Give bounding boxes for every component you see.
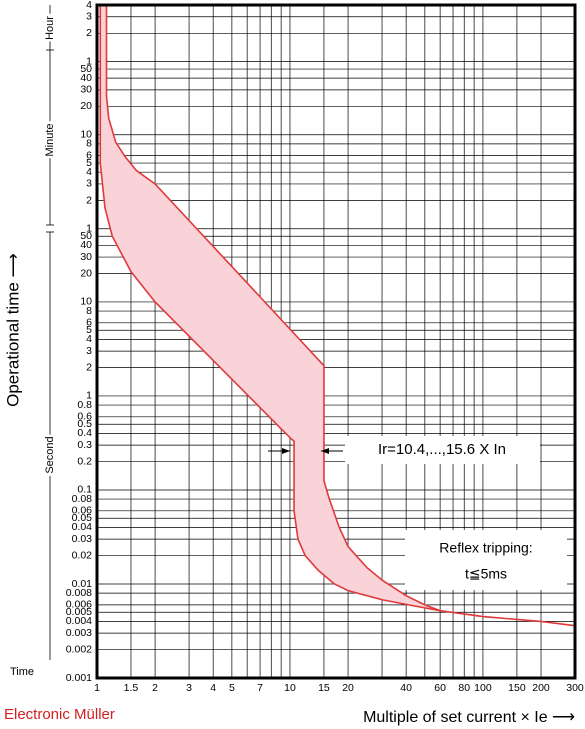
y-tick-label: 5 bbox=[86, 324, 92, 336]
y-tick-label: 50 bbox=[80, 63, 92, 75]
annotation-box bbox=[345, 436, 540, 464]
y-tick-label: 1 bbox=[86, 223, 92, 235]
x-tick-label: 200 bbox=[532, 682, 550, 694]
y-tick-label: 40 bbox=[80, 239, 92, 251]
y-tick-label: 30 bbox=[80, 251, 92, 263]
y-tick-label: 0.01 bbox=[72, 578, 93, 590]
arrowhead bbox=[282, 448, 290, 454]
grid bbox=[96, 4, 576, 679]
x-tick-label: 150 bbox=[508, 682, 526, 694]
y-tick-label: 40 bbox=[80, 72, 92, 84]
y-tick-label: 0.008 bbox=[66, 587, 92, 599]
curve bbox=[105, 5, 576, 627]
y-tick-label: 6 bbox=[86, 317, 92, 329]
y-tick-label: 0.001 bbox=[66, 672, 92, 684]
x-tick-label: 1 bbox=[94, 682, 100, 694]
y-tick-label: 8 bbox=[86, 138, 92, 150]
x-tick-label: 80 bbox=[458, 682, 470, 694]
curve bbox=[99, 5, 441, 612]
x-tick-label: 3 bbox=[186, 682, 192, 694]
ir-annotation: Ir=10.4,...,15.6 X In bbox=[268, 436, 540, 464]
y-tick-label: 1 bbox=[86, 390, 92, 402]
y-tick-label: 0.003 bbox=[66, 627, 92, 639]
plot bbox=[99, 5, 576, 627]
group-label: Hour bbox=[44, 16, 56, 40]
x-tick-label: 20 bbox=[342, 682, 354, 694]
y-groups bbox=[46, 5, 54, 660]
y-tick-label: 30 bbox=[80, 84, 92, 96]
x-tick-label: 300 bbox=[566, 682, 584, 694]
annotation-box bbox=[405, 530, 567, 590]
y-tick-label: 0.02 bbox=[72, 549, 93, 561]
y-tick-label: 3 bbox=[86, 345, 92, 357]
y-tick-label: 4 bbox=[86, 333, 92, 345]
group-label: Time bbox=[10, 666, 34, 678]
y-tick-label: 20 bbox=[80, 267, 92, 279]
group-label: Second bbox=[44, 436, 56, 473]
y-tick-label: 8 bbox=[86, 305, 92, 317]
y-tick-label: 0.06 bbox=[72, 505, 93, 517]
y-tick-label: 2 bbox=[86, 361, 92, 373]
x-tick-label: 60 bbox=[434, 682, 446, 694]
x-tick-label: 5 bbox=[229, 682, 235, 694]
y-tick-label: 0.5 bbox=[77, 418, 92, 430]
annotation: Reflex tripping: bbox=[439, 540, 532, 556]
y-tick-label: 1 bbox=[86, 55, 92, 67]
arrowhead bbox=[321, 448, 329, 454]
y-tick-label: 3 bbox=[86, 178, 92, 190]
y-tick-label: 20 bbox=[80, 100, 92, 112]
y-tick-label: 4 bbox=[86, 0, 92, 11]
x-tick-label: 40 bbox=[400, 682, 412, 694]
y-tick-label: 10 bbox=[80, 296, 92, 308]
y-tick-label: 0.04 bbox=[72, 521, 93, 533]
annotation: t≦5ms bbox=[465, 566, 507, 582]
x-tick-label: 2 bbox=[152, 682, 158, 694]
x-tick-label: 100 bbox=[474, 682, 492, 694]
y-tick-label: 6 bbox=[86, 149, 92, 161]
y-tick-label: 2 bbox=[86, 194, 92, 206]
y-tick-label: 50 bbox=[80, 230, 92, 242]
y-tick-label: 10 bbox=[80, 129, 92, 141]
y-tick-label: 3 bbox=[86, 11, 92, 23]
x-tick-label: 7 bbox=[257, 682, 263, 694]
y-tick-label: 0.005 bbox=[66, 606, 92, 618]
y-tick-label: 5 bbox=[86, 157, 92, 169]
group-label: Minute bbox=[44, 123, 56, 156]
y-tick-label: 0.3 bbox=[77, 439, 92, 451]
y-tick-label: 0.4 bbox=[77, 427, 92, 439]
x-tick-label: 1.5 bbox=[124, 682, 139, 694]
x-tick-label: 10 bbox=[284, 682, 296, 694]
y-tick-label: 4 bbox=[86, 166, 92, 178]
x-tick-label: 4 bbox=[210, 682, 216, 694]
y-tick-label: 0.1 bbox=[77, 484, 92, 496]
y-tick-label: 0.2 bbox=[77, 455, 92, 467]
x-tick-label: 15 bbox=[318, 682, 330, 694]
y-tick-label: 0.08 bbox=[72, 493, 93, 505]
y-tick-label: 0.8 bbox=[77, 399, 92, 411]
y-tick-label: 0.004 bbox=[66, 615, 92, 627]
footer: Electronic Müller bbox=[4, 706, 115, 723]
y-tick-label: 0.006 bbox=[66, 599, 92, 611]
y-axis-title: Operational time ⟶ bbox=[3, 253, 22, 407]
y-tick-label: 0.002 bbox=[66, 643, 92, 655]
annotation: Ir=10.4,...,15.6 X In bbox=[378, 441, 506, 458]
x-axis-title: Multiple of set current × Ie ⟶ bbox=[363, 709, 575, 726]
y-tick-label: 2 bbox=[86, 27, 92, 39]
y-tick-label: 0.03 bbox=[72, 533, 93, 545]
y-tick-label: 0.05 bbox=[72, 512, 93, 524]
plot-frame bbox=[95, 3, 577, 680]
y-tick-label: 0.6 bbox=[77, 411, 92, 423]
reflex-annotation: Reflex tripping: t≦5ms bbox=[405, 530, 567, 590]
band-fill bbox=[100, 5, 575, 626]
